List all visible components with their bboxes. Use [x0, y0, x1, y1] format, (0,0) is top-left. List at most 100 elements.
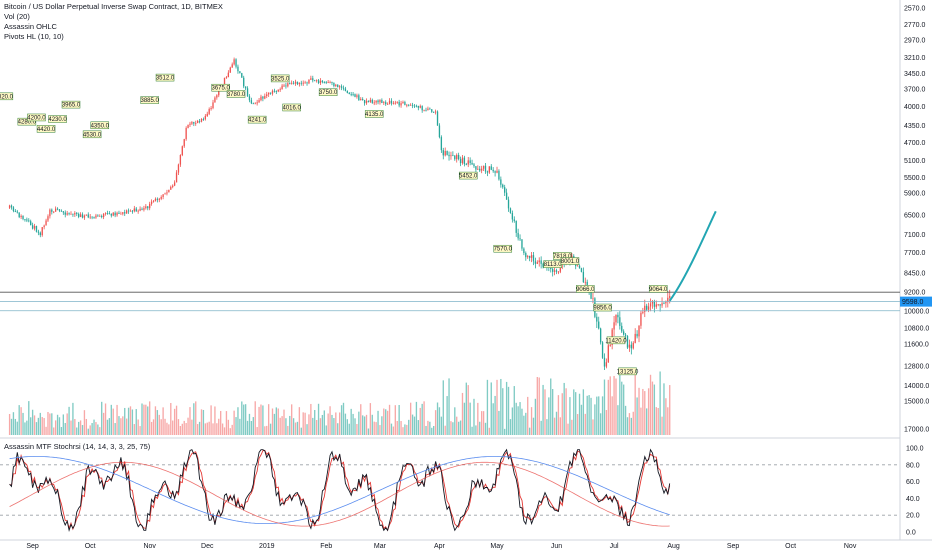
candle-body	[158, 198, 160, 200]
volume-bar	[375, 422, 377, 435]
candle-body	[362, 98, 364, 100]
volume-bar	[590, 397, 592, 435]
candle-body	[383, 102, 385, 103]
candle-body	[557, 271, 560, 273]
volume-bar	[168, 424, 170, 435]
time-tick-label: Nov	[844, 543, 857, 550]
volume-bar	[310, 403, 312, 435]
candle-body	[28, 220, 30, 222]
candle-body	[504, 187, 506, 193]
candle-body	[450, 155, 452, 157]
volume-bar	[419, 407, 421, 435]
volume-bar	[266, 425, 268, 435]
candle-body	[212, 102, 214, 109]
volume-bar	[302, 412, 304, 435]
candle-body	[43, 225, 45, 228]
volume-bar	[317, 403, 320, 435]
volume-bar	[444, 425, 446, 435]
candle-body	[47, 216, 49, 221]
candle-body	[179, 155, 182, 165]
volume-bar	[406, 424, 408, 435]
volume-bar	[329, 406, 331, 435]
volume-bar	[653, 384, 656, 435]
price-tick-label: 15000.0	[904, 399, 929, 406]
candle-body	[12, 207, 15, 212]
volume-bar	[139, 426, 141, 435]
pivot-label: 3885.0	[141, 98, 160, 104]
stoch-slow-red-line	[9, 461, 670, 527]
indicator-vol-label[interactable]: Vol (20)	[4, 12, 30, 21]
volume-bar	[229, 428, 231, 435]
indicator-pivots-label[interactable]: Pivots HL (10, 10)	[4, 32, 64, 41]
volume-bar	[79, 420, 82, 435]
candle-body	[636, 333, 638, 337]
volume-bar	[43, 418, 45, 435]
candle-body	[141, 208, 143, 210]
volume-bar	[189, 407, 191, 435]
volume-bar	[102, 412, 105, 435]
pivot-label: 8001.0	[561, 259, 580, 265]
price-tick-label: 14000.0	[904, 383, 929, 390]
volume-bar	[575, 392, 577, 435]
candle-body	[534, 261, 537, 264]
volume-bar	[235, 417, 237, 435]
stoch-slow-blue-line	[9, 456, 670, 524]
volume-bar	[461, 392, 464, 435]
volume-bar	[183, 420, 185, 435]
volume-bar	[58, 417, 61, 435]
candle-body	[196, 121, 199, 123]
volume-bar	[220, 410, 222, 435]
volume-bar	[436, 402, 439, 435]
volume-bar	[56, 414, 59, 435]
time-tick-label: Nov	[143, 543, 156, 550]
volume-bar	[626, 417, 629, 435]
candle-body	[638, 325, 640, 337]
candle-body	[467, 160, 469, 165]
candle-body	[150, 201, 153, 204]
volume-bar	[667, 407, 669, 435]
volume-bar	[565, 388, 567, 435]
candle-body	[26, 219, 28, 221]
volume-bar	[442, 380, 444, 435]
volume-bar	[179, 426, 182, 435]
candle-body	[408, 104, 410, 106]
candle-body	[101, 215, 103, 218]
candle-body	[444, 151, 446, 156]
volume-bar	[218, 418, 220, 435]
price-tick-label: 5100.0	[904, 158, 926, 165]
volume-bar	[202, 409, 205, 435]
candle-body	[229, 67, 231, 73]
volume-bar	[619, 372, 621, 435]
candle-body	[256, 102, 258, 104]
volume-bar	[321, 414, 324, 435]
candle-body	[237, 66, 239, 72]
price-tick-label: 8450.0	[904, 271, 926, 278]
candle-body	[49, 209, 51, 217]
axes: 2570.0 2770.0 2970.0 3210.0 3450.0 3700.0 4000…	[26, 6, 929, 550]
stoch-title[interactable]: Assassin MTF Stochrsi (14, 14, 3, 3, 25,…	[4, 442, 151, 451]
indicator-ohlc-label[interactable]: Assassin OHLC	[4, 22, 57, 31]
candle-body	[124, 212, 126, 214]
volume-bar	[362, 415, 364, 435]
candle-body	[89, 216, 91, 218]
volume-bar	[486, 379, 489, 435]
stoch-tick-label: 100.0	[906, 446, 924, 453]
volume-bar	[628, 413, 631, 435]
candle-body	[166, 192, 168, 194]
pivot-label: 9856.0	[593, 306, 612, 312]
volume-bar	[118, 416, 120, 435]
volume-bar	[338, 412, 341, 435]
volume-bar	[10, 418, 13, 435]
volume-bar	[385, 409, 387, 435]
pivot-label: 7818.0	[553, 254, 572, 260]
volume-bar	[87, 428, 89, 435]
candle-body	[367, 100, 370, 102]
symbol-title[interactable]: Bitcoin / US Dollar Perpetual Inverse Sw…	[4, 2, 223, 11]
volume-bar	[548, 397, 550, 435]
volume-bar	[133, 424, 135, 435]
volume-bar	[254, 401, 256, 435]
volume-bar	[256, 427, 258, 435]
volume-bar	[53, 427, 55, 435]
candle-body	[402, 102, 404, 104]
